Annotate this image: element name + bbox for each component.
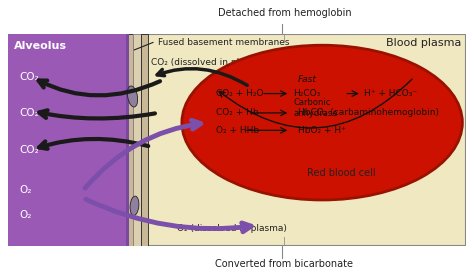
Text: CO₂ + H₂O: CO₂ + H₂O [216, 89, 263, 98]
Text: O₂ + HHb: O₂ + HHb [216, 126, 259, 135]
Text: Fused basement membranes: Fused basement membranes [158, 38, 289, 47]
Text: CO₂: CO₂ [19, 72, 39, 82]
Bar [8, 34, 128, 246]
Text: CO₂ + Hb: CO₂ + Hb [216, 108, 258, 117]
Text: O₂: O₂ [19, 185, 32, 195]
Ellipse shape [128, 86, 137, 107]
Text: CO₂: CO₂ [19, 145, 39, 155]
Text: H₂CO₃: H₂CO₃ [293, 89, 320, 98]
Text: HbCO₂ (carbaminohemoglobin): HbCO₂ (carbaminohemoglobin) [298, 108, 439, 117]
Text: H⁺ + HCO₃⁻: H⁺ + HCO₃⁻ [364, 89, 417, 98]
Text: O₂: O₂ [19, 211, 32, 220]
Text: Blood plasma: Blood plasma [386, 38, 461, 48]
Text: CO₂: CO₂ [19, 108, 39, 118]
Text: Red blood cell: Red blood cell [307, 168, 376, 178]
Text: O₂ (dissolved in plasma): O₂ (dissolved in plasma) [177, 225, 287, 234]
Text: Carbonic
anhydrase: Carbonic anhydrase [293, 98, 337, 118]
Text: Converted from bicarbonate: Converted from bicarbonate [215, 259, 354, 269]
Text: HbO₂ + H⁺: HbO₂ + H⁺ [298, 126, 346, 135]
Text: Fast: Fast [298, 75, 317, 84]
Bar [126, 34, 133, 246]
Text: |: | [283, 34, 286, 43]
Text: Detached from hemoglobin: Detached from hemoglobin [218, 8, 351, 18]
Bar [141, 34, 148, 246]
Ellipse shape [182, 45, 462, 200]
Bar [126, 34, 128, 246]
Text: CO₂ (dissolved in plasma): CO₂ (dissolved in plasma) [151, 58, 267, 67]
Text: |: | [283, 237, 286, 246]
Text: Alveolus: Alveolus [14, 41, 66, 51]
Ellipse shape [130, 196, 139, 215]
Bar [133, 34, 141, 246]
